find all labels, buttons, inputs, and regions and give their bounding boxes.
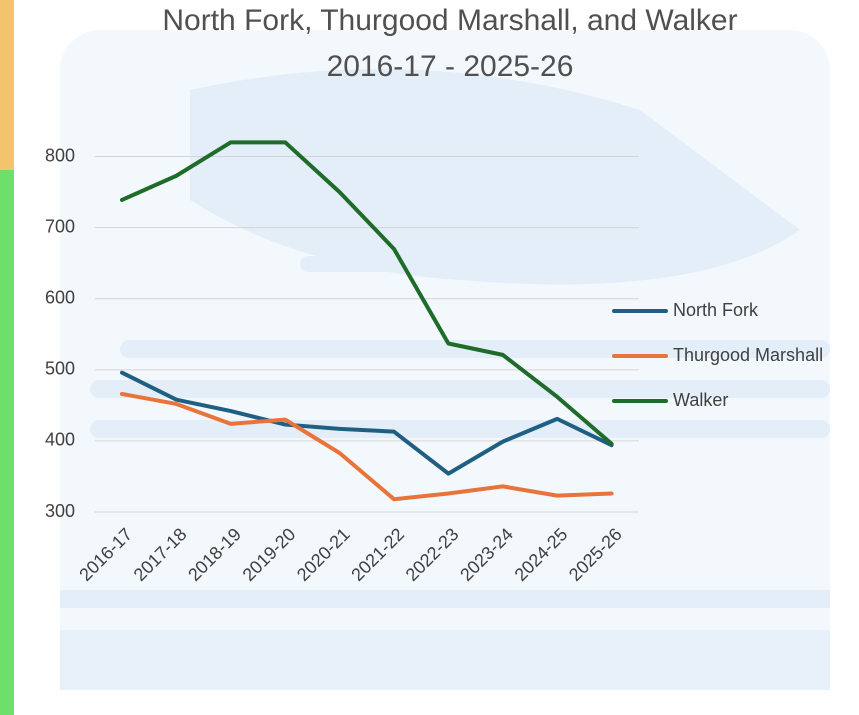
legend-label: North Fork — [673, 300, 759, 320]
chart-title: North Fork, Thurgood Marshall, and Walke… — [162, 4, 737, 37]
series-line — [120, 140, 614, 446]
chart-subtitle: 2016-17 - 2025-26 — [327, 50, 574, 83]
y-tick-label: 500 — [45, 359, 75, 379]
y-tick-label: 700 — [45, 216, 75, 236]
y-tick-label: 800 — [45, 145, 75, 165]
series-line — [120, 370, 614, 476]
legend-label: Walker — [673, 390, 728, 410]
y-tick-label: 600 — [45, 287, 75, 307]
series-line — [120, 391, 614, 502]
y-tick-label: 300 — [45, 501, 75, 521]
y-tick-label: 400 — [45, 430, 75, 450]
legend-label: Thurgood Marshall — [673, 345, 823, 365]
